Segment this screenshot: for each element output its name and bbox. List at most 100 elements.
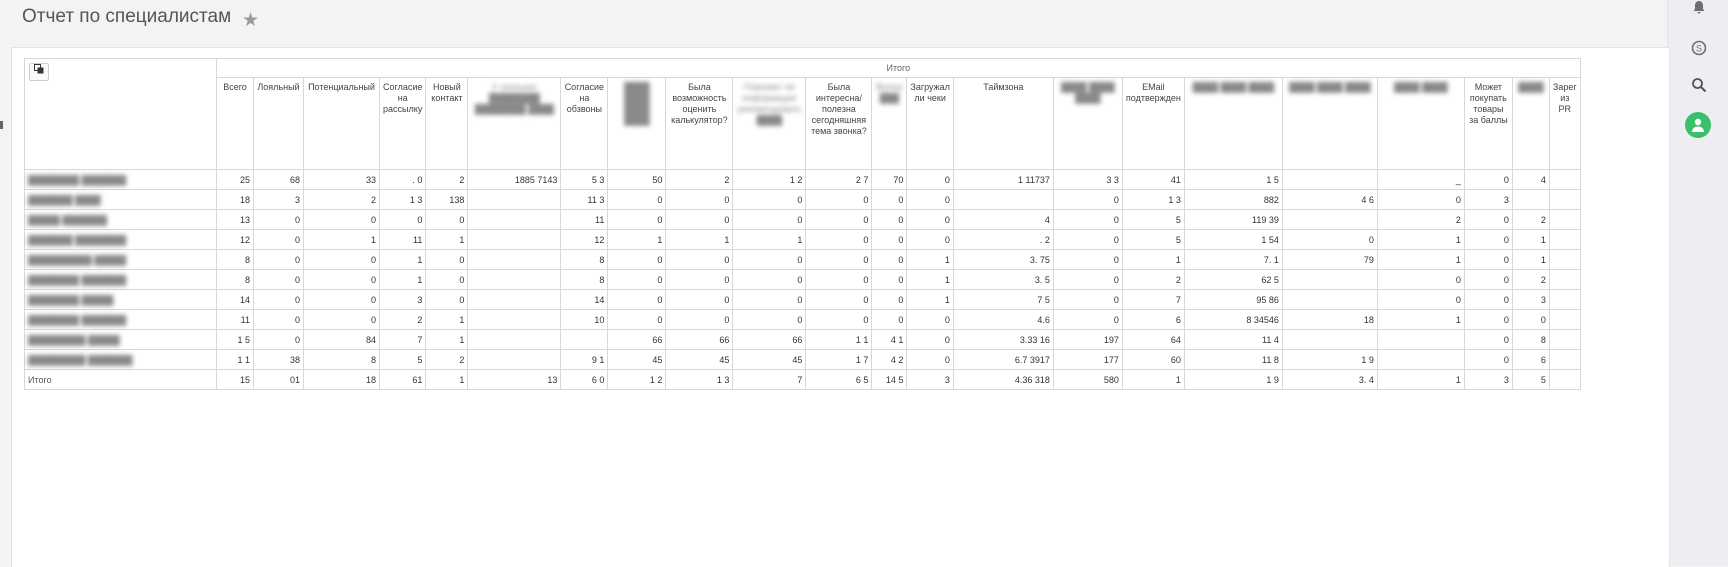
table-row[interactable]: █████ ███████ 13 0 0 0 0 11 0 0 0 0 0 0 4 0 5 119 39 2 0 2 bbox=[24, 209, 1581, 230]
table-cell: 1 3 bbox=[378, 189, 427, 210]
specialist-name: █████████ ███████ bbox=[24, 349, 217, 370]
column-header[interactable]: ████ ████ ████ bbox=[1281, 77, 1378, 170]
table-cell bbox=[467, 329, 562, 350]
column-header[interactable]: ████ ████ bbox=[1376, 77, 1465, 170]
table-cell bbox=[467, 349, 562, 370]
table-cell: 4 1 bbox=[871, 329, 908, 350]
specialist-name: ███████ ████ bbox=[24, 189, 217, 210]
column-header[interactable]: Согласие на рассылку bbox=[378, 77, 427, 170]
column-header[interactable]: Может покупать товары за баллы bbox=[1463, 77, 1513, 170]
table-cell: 0 bbox=[906, 169, 954, 190]
specialist-name: █████ ███████ bbox=[24, 209, 217, 230]
table-cell: 0 bbox=[871, 229, 908, 250]
table-cell: 1 bbox=[425, 309, 469, 330]
table-cell: 0 bbox=[732, 189, 807, 210]
table-cell: 0 bbox=[1376, 189, 1465, 210]
total-cell: 13 bbox=[467, 369, 562, 390]
column-header[interactable]: ████ ████ ████ ████ bbox=[607, 77, 667, 170]
table-cell: 8 bbox=[216, 269, 254, 290]
table-cell: 62 5 bbox=[1183, 269, 1283, 290]
table-row[interactable]: ████████ █████ 14 0 0 3 0 14 0 0 0 0 0 1 7 5 0 7 95 86 0 0… bbox=[24, 289, 1581, 310]
total-cell: 3 bbox=[906, 369, 954, 390]
column-header[interactable]: Загружал ли чеки bbox=[906, 77, 954, 170]
table-row[interactable]: ████████ ███████ 11 0 0 2 1 10 0 0 0 0 0 0 4.6 0 6 8 345… bbox=[24, 309, 1581, 330]
table-cell: 2 bbox=[425, 349, 469, 370]
table-cell: 0 bbox=[1052, 229, 1123, 250]
table-cell bbox=[1548, 269, 1581, 290]
copy-icon[interactable] bbox=[29, 63, 49, 81]
bell-icon[interactable] bbox=[1690, 0, 1708, 18]
table-cell: 1 3 bbox=[1121, 189, 1185, 210]
table-cell: 2 bbox=[665, 169, 734, 190]
column-header[interactable]: Всего bbox=[216, 77, 254, 170]
column-header[interactable]: У скольких ████████ ████████ ████ bbox=[467, 77, 562, 170]
table-cell bbox=[1376, 329, 1465, 350]
table-cell: 0 bbox=[607, 289, 667, 310]
table-cell: 1 5 bbox=[1183, 169, 1283, 190]
table-cell: 0 bbox=[1463, 309, 1513, 330]
collapse-handle[interactable] bbox=[0, 121, 3, 129]
table-cell bbox=[1548, 249, 1581, 270]
column-header[interactable]: Таймзона bbox=[952, 77, 1054, 170]
table-cell: 1 bbox=[1121, 249, 1185, 270]
table-cell bbox=[1376, 349, 1465, 370]
table-cell: 2 bbox=[1376, 209, 1465, 230]
column-header[interactable]: Была возможность оценить калькулятор? bbox=[665, 77, 734, 170]
table-cell: 2 bbox=[303, 189, 380, 210]
column-header[interactable]: Новый контакт bbox=[425, 77, 469, 170]
table-cell bbox=[1548, 349, 1581, 370]
specialist-name: ████████ ███████ bbox=[24, 309, 217, 330]
table-cell bbox=[467, 249, 562, 270]
table-cell: 0 bbox=[665, 309, 734, 330]
search-icon[interactable] bbox=[1690, 77, 1708, 95]
user-avatar-icon[interactable] bbox=[1685, 112, 1711, 138]
column-header[interactable]: ████ ████ ████ bbox=[1183, 77, 1283, 170]
table-cell: 0 bbox=[805, 269, 873, 290]
table-cell: 1 bbox=[1511, 249, 1550, 270]
table-cell: 0 bbox=[253, 289, 304, 310]
total-cell: 7 bbox=[732, 369, 807, 390]
table-cell: 0 bbox=[378, 209, 427, 230]
table-cell: 60 bbox=[1121, 349, 1185, 370]
column-header[interactable]: Поможет ли информация рекомендовать ████ bbox=[732, 77, 807, 170]
table-row[interactable]: ████████ ███████ 25 68 33. 0 2 1885 7143 5 3 50… bbox=[24, 169, 1581, 190]
table-cell: 0 bbox=[805, 209, 873, 230]
star-icon[interactable]: ★ bbox=[242, 10, 260, 31]
table-cell: 0 bbox=[805, 249, 873, 270]
table-cell: 0 bbox=[425, 269, 469, 290]
table-cell: 45 bbox=[665, 349, 734, 370]
skype-icon[interactable]: S bbox=[1690, 40, 1708, 58]
table-cell: 8 34546 bbox=[1183, 309, 1283, 330]
table-cell: 66 bbox=[665, 329, 734, 350]
table-cell: 0 bbox=[607, 209, 667, 230]
column-header[interactable]: Согласие на обзвоны bbox=[560, 77, 609, 170]
column-header[interactable]: Зарег из PR bbox=[1548, 77, 1581, 170]
table-cell: 0 bbox=[871, 249, 908, 270]
table-cell: 11 bbox=[378, 229, 427, 250]
table-cell: 0 bbox=[732, 289, 807, 310]
total-cell: 1 bbox=[1376, 369, 1465, 390]
column-header[interactable]: Была интересна/ полезна сегодняшняя тема… bbox=[805, 77, 873, 170]
column-header[interactable]: ████ ████ ████ bbox=[1052, 77, 1123, 170]
report-table: Итого Всего Лояльный Потенциальный Согласие… bbox=[24, 58, 1581, 390]
column-header[interactable]: Лояльный bbox=[253, 77, 304, 170]
column-header[interactable]: Потенциальный bbox=[303, 77, 380, 170]
table-cell: 5 bbox=[378, 349, 427, 370]
table-cell: 8 bbox=[560, 249, 609, 270]
table-cell: 8 bbox=[560, 269, 609, 290]
column-header[interactable]: ████ bbox=[1511, 77, 1550, 170]
table-cell bbox=[467, 309, 562, 330]
column-header[interactable]: EMail подтвержден bbox=[1121, 77, 1185, 170]
table-cell: 3 3 bbox=[1052, 169, 1123, 190]
column-header-row: Всего Лояльный Потенциальный Согласие на ра… bbox=[25, 77, 1581, 170]
table-cell: 2 7 bbox=[805, 169, 873, 190]
table-cell: 0 bbox=[805, 289, 873, 310]
table-cell: 6.7 3917 bbox=[952, 349, 1054, 370]
column-header[interactable]: Волна ███ bbox=[871, 77, 908, 170]
